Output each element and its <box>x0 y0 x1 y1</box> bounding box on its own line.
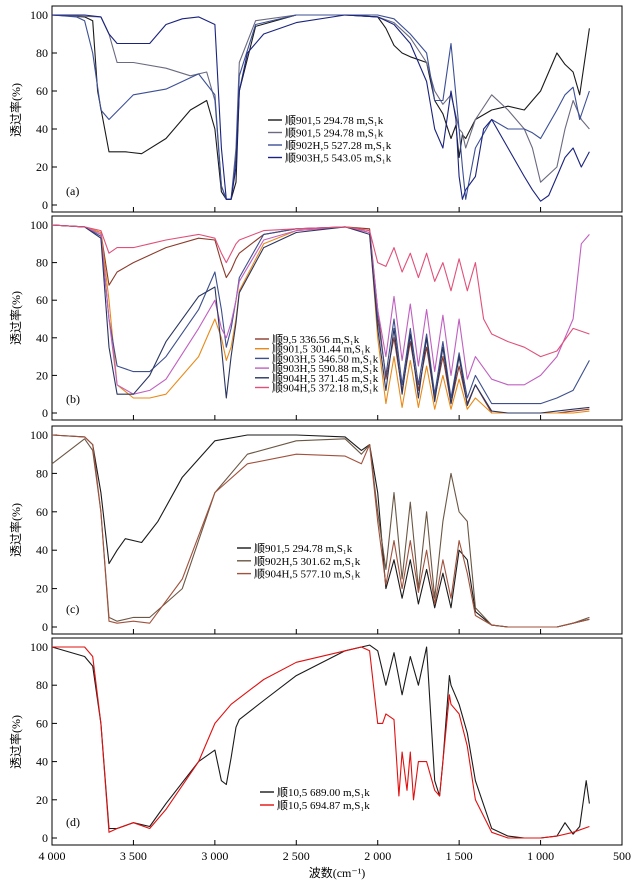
series-line <box>51 644 590 839</box>
x-tick-label: 4 000 <box>39 849 66 863</box>
series-line <box>51 224 590 414</box>
y-tick-label: 100 <box>30 218 48 232</box>
y-tick-label: 100 <box>30 640 48 654</box>
y-tick-label: 80 <box>36 678 48 692</box>
panel-frame <box>51 5 623 213</box>
series-line <box>51 14 590 200</box>
series-line <box>51 14 590 200</box>
y-tick-label: 80 <box>36 256 48 270</box>
series-line <box>51 224 590 414</box>
series-line <box>51 438 590 628</box>
x-tick-label: 2 500 <box>283 849 310 863</box>
y-axis-label: 透过率(%) <box>8 83 23 137</box>
y-tick-label: 40 <box>36 755 48 769</box>
y-tick-label: 0 <box>42 831 48 845</box>
panel-label: (b) <box>66 392 80 406</box>
legend-entry: 顺10,5 689.00 m,S₁k <box>277 786 370 799</box>
series-line <box>52 14 590 202</box>
legend-entry: 顺901,5 301.44 m,S₁k <box>272 343 371 356</box>
x-tick-label: 2 000 <box>364 849 391 863</box>
y-axis-label: 透过率(%) <box>8 291 23 345</box>
panel-frame <box>51 215 623 421</box>
legend-entry: 顺904H,5 371.45 m,S₁k <box>272 372 379 385</box>
y-tick-label: 60 <box>36 716 48 730</box>
series-line <box>51 224 590 358</box>
y-tick-label: 0 <box>42 620 48 634</box>
series-line <box>51 14 590 200</box>
legend-entry: 顺903H,5 590.88 m,S₁k <box>272 362 379 375</box>
x-tick-label: 3 500 <box>120 849 147 863</box>
y-tick-label: 20 <box>36 582 48 596</box>
y-axis-label: 透过率(%) <box>8 715 23 769</box>
y-tick-label: 40 <box>36 543 48 557</box>
panel-label: (c) <box>66 602 79 616</box>
series-line <box>51 224 590 395</box>
y-tick-label: 60 <box>36 505 48 519</box>
y-axis-label: 透过率(%) <box>8 503 23 557</box>
y-tick-label: 40 <box>36 122 48 136</box>
panel-label: (a) <box>66 184 79 198</box>
legend-entry: 顺904H,5 372.18 m,S₁k <box>272 382 379 395</box>
legend-entry: 顺904H,5 577.10 m,S₁k <box>254 568 361 581</box>
series-line <box>51 434 590 628</box>
y-tick-label: 20 <box>36 368 48 382</box>
series-line <box>51 434 590 628</box>
panel-d: 0 20 40 60 80 100 透过率(%) (d) 顺10,5 689.00 m,S₁k顺… <box>8 637 623 846</box>
legend-entry: 顺903H,5 543.05 m,S₁k <box>285 152 392 165</box>
legend-entry: 顺902H,5 527.28 m,S₁k <box>285 139 392 152</box>
y-tick-label: 100 <box>30 428 48 442</box>
x-tick-label: 500 <box>613 849 631 863</box>
y-tick-label: 60 <box>36 293 48 307</box>
legend-entry: 顺901,5 294.78 m,S₁k <box>285 127 384 140</box>
legend-entry: 顺903H,5 346.50 m,S₁k <box>272 352 379 365</box>
x-tick-label: 1 500 <box>446 849 473 863</box>
y-tick-label: 40 <box>36 331 48 345</box>
panel-frame <box>51 425 623 635</box>
series-line <box>51 224 590 405</box>
x-tick-label: 3 000 <box>201 849 228 863</box>
y-tick-label: 80 <box>36 466 48 480</box>
y-tick-label: 60 <box>36 84 48 98</box>
y-tick-label: 20 <box>36 793 48 807</box>
legend-entry: 顺9,5 336.56 m,S₁k <box>272 333 360 346</box>
y-tick-label: 100 <box>30 8 48 22</box>
panel-c: 0 20 40 60 80 100 透过率(%) (c) 顺901,5 294.78 m,S₁k… <box>8 425 623 635</box>
y-tick-label: 20 <box>36 160 48 174</box>
legend-entry: 顺901,5 294.78 m,S₁k <box>285 114 384 127</box>
panel-a: 0 20 40 60 80 100 透过率(%) (a) 顺901,5 294.78 m,S₁k… <box>8 5 623 213</box>
y-tick-label: 80 <box>36 46 48 60</box>
series-line <box>52 646 590 839</box>
x-tick-label: 1 000 <box>527 849 554 863</box>
legend-entry: 顺901,5 294.78 m,S₁k <box>254 542 353 555</box>
y-tick-label: 0 <box>42 406 48 420</box>
panel-frame <box>51 637 623 846</box>
panel-label: (d) <box>66 815 80 829</box>
legend-entry: 顺10,5 694.87 m,S₁k <box>277 799 370 812</box>
x-axis-label: 波数(cm⁻¹) <box>309 865 366 880</box>
y-tick-label: 0 <box>42 198 48 212</box>
legend-entry: 顺902H,5 301.62 m,S₁k <box>254 555 361 568</box>
